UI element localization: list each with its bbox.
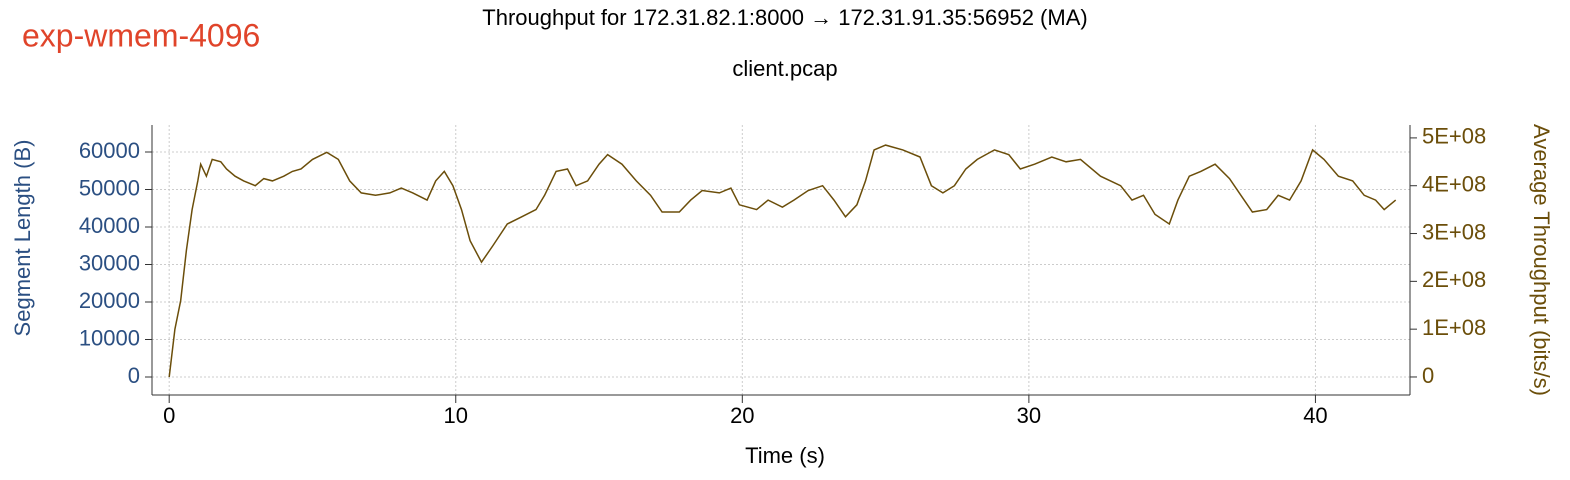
y2-tick-label: 2E+08 <box>1422 267 1486 292</box>
x-tick-label: 40 <box>1303 403 1327 428</box>
y2-tick-label: 1E+08 <box>1422 315 1486 340</box>
y2-tick-label: 4E+08 <box>1422 172 1486 197</box>
y-tick-label: 20000 <box>79 288 140 313</box>
y-tick-label: 40000 <box>79 213 140 238</box>
y-tick-label: 0 <box>128 363 140 388</box>
x-tick-label: 10 <box>444 403 468 428</box>
y2-tick-label: 3E+08 <box>1422 219 1486 244</box>
y2-tick-label: 5E+08 <box>1422 124 1486 149</box>
y-tick-label: 50000 <box>79 175 140 200</box>
y-tick-label: 10000 <box>79 325 140 350</box>
y2-axis-label: Average Throughput (bits/s) <box>1529 124 1554 396</box>
chart-subtitle: client.pcap <box>732 56 837 81</box>
y-tick-label: 30000 <box>79 250 140 275</box>
x-axis-label: Time (s) <box>745 443 825 468</box>
y-axis-label: Segment Length (B) <box>10 140 35 337</box>
y-tick-label: 60000 <box>79 138 140 163</box>
chart-title: Throughput for 172.31.82.1:8000 → 172.31… <box>482 5 1087 30</box>
y2-tick-label: 0 <box>1422 363 1434 388</box>
x-tick-label: 20 <box>730 403 754 428</box>
x-tick-label: 30 <box>1017 403 1041 428</box>
x-tick-label: 0 <box>163 403 175 428</box>
data-line <box>168 144 1397 378</box>
annotation: exp-wmem-4096 <box>22 17 260 53</box>
